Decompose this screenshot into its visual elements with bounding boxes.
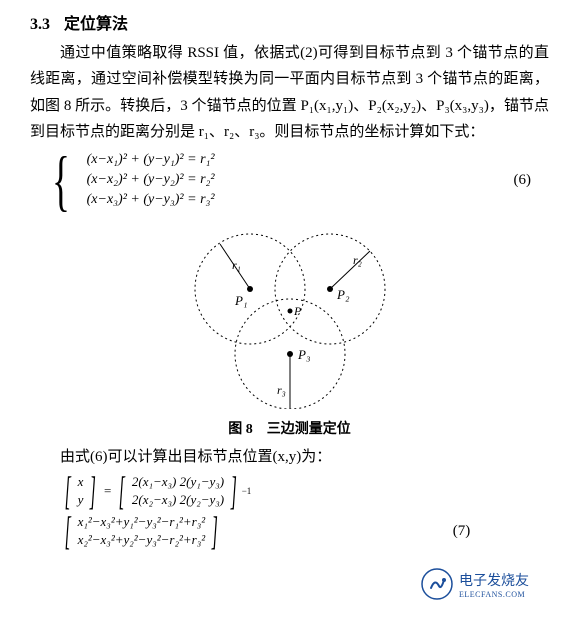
section-header: 3.3 定位算法 xyxy=(30,10,549,34)
footer-sub: ELECFANS.COM xyxy=(459,590,529,599)
label-r2: r₂ xyxy=(353,253,362,267)
footer: 电子发烧友 ELECFANS.COM xyxy=(30,556,549,606)
figure-8-svg: r₁ r₂ r₃ P₁ P₂ P₃ P xyxy=(165,219,415,409)
page: 3.3 定位算法 通过中值策略取得 RSSI 值，依据式(2)可得到目标节点到 3… xyxy=(0,0,569,616)
eq7-mid-1: 2(x₂−x₃) 2(y₂−y₃) xyxy=(132,492,224,508)
label-P: P xyxy=(293,304,302,318)
elecfans-icon xyxy=(421,568,453,600)
brace-left: { xyxy=(52,149,70,211)
eq7-bottom-1: x₂²−x₃²+y₂²−y₃²−r₂²+r₃² xyxy=(78,532,206,548)
equation-7-number: (7) xyxy=(453,523,489,540)
equation-6-line-3: (x−x₃)² + (y−y₃)² = r₃² xyxy=(87,192,215,208)
equation-6-line-2: (x−x₂)² + (y−y₂)² = r₂² xyxy=(87,172,215,188)
eq7-bottom-0: x₁²−x₃²+y₁²−y₃²−r₁²+r₃² xyxy=(78,514,206,530)
paragraph-2: 由式(6)可以计算出目标节点位置(x,y)为： xyxy=(30,444,549,470)
equation-6-line-1: (x−x₁)² + (y−y₁)² = r₁² xyxy=(87,152,215,168)
section-number: 3.3 xyxy=(30,16,50,33)
footer-brand: 电子发烧友 xyxy=(459,570,529,590)
equation-6-lines: (x−x₁)² + (y−y₁)² = r₁² (x−x₂)² + (y−y₂)… xyxy=(87,152,215,208)
equation-6-number: (6) xyxy=(514,172,550,189)
equation-6: { (x−x₁)² + (y−y₁)² = r₁² (x−x₂)² + (y−y… xyxy=(52,149,549,211)
paragraph-1: 通过中值策略取得 RSSI 值，依据式(2)可得到目标节点到 3 个锚节点的直线… xyxy=(30,40,549,145)
label-r1: r₁ xyxy=(232,258,241,272)
equation-7-row1: [ x y ] = [ 2(x₁−x₃) 2(y₁−y₃) 2(x₂−x₃) 2… xyxy=(60,474,549,508)
section-title: 定位算法 xyxy=(64,16,128,33)
equation-7-row2: [ x₁²−x₃²+y₁²−y₃²−r₁²+r₃² x₂²−x₃²+y₂²−y₃… xyxy=(60,514,549,548)
eq7-exp: −1 xyxy=(242,486,252,496)
figure-8: r₁ r₂ r₃ P₁ P₂ P₃ P xyxy=(30,219,549,414)
equation-7: [ x y ] = [ 2(x₁−x₃) 2(y₁−y₃) 2(x₂−x₃) 2… xyxy=(30,474,549,548)
eq7-left-1: y xyxy=(78,492,84,508)
eq7-left-0: x xyxy=(78,474,84,490)
figure-8-caption: 图 8 三边测量定位 xyxy=(30,418,549,438)
footer-logo: 电子发烧友 ELECFANS.COM xyxy=(421,568,529,600)
label-P3: P₃ xyxy=(297,347,310,362)
eq7-mid-0: 2(x₁−x₃) 2(y₁−y₃) xyxy=(132,474,224,490)
label-P2: P₂ xyxy=(336,287,350,302)
label-P1: P₁ xyxy=(234,293,247,308)
label-r3: r₃ xyxy=(277,383,286,397)
